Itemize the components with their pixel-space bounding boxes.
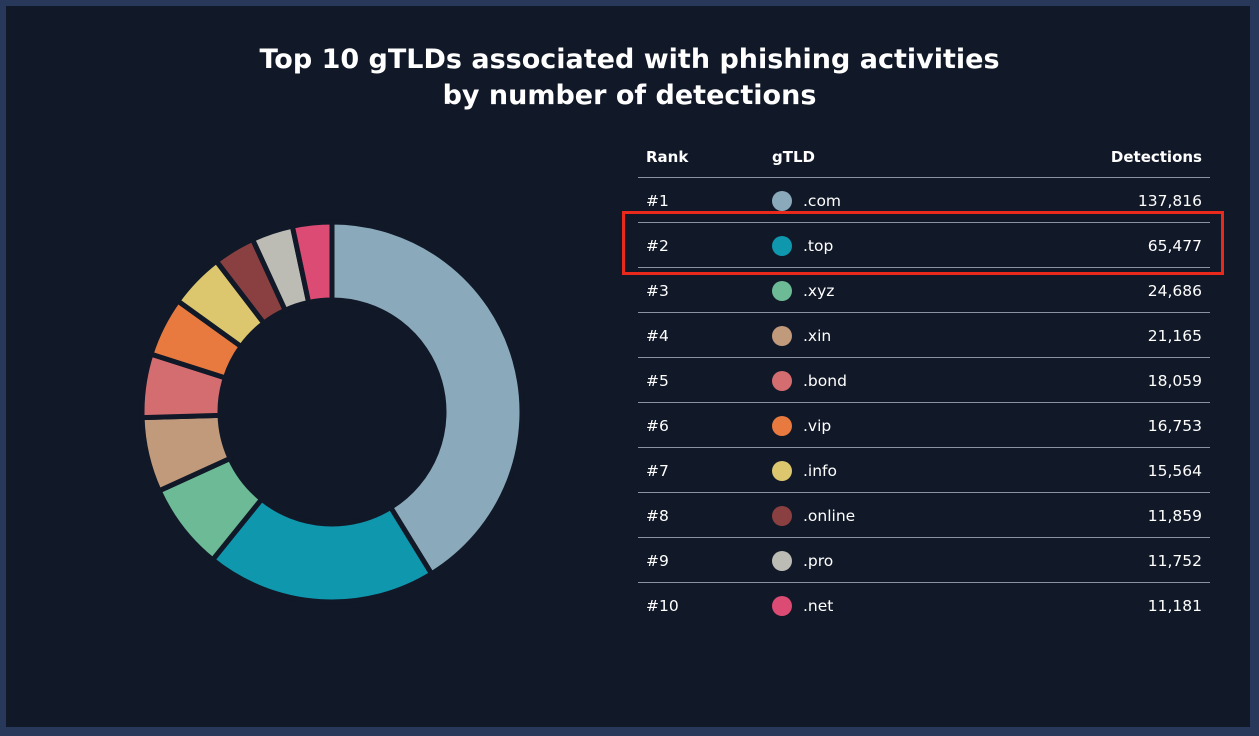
row-detections: 24,686	[1147, 282, 1202, 300]
legend-color-dot	[772, 236, 792, 256]
legend-color-dot	[772, 596, 792, 616]
table-row: #6 .vip 16,753	[638, 403, 1210, 448]
legend-color-dot	[772, 191, 792, 211]
row-detections: 65,477	[1147, 237, 1202, 255]
table-row: #4 .xin 21,165	[638, 313, 1210, 358]
row-rank: #5	[646, 372, 669, 390]
row-gtld: .net	[803, 597, 834, 615]
row-rank: #2	[646, 237, 669, 255]
table-row: #1 .com 137,816	[638, 178, 1210, 223]
table-row: #7 .info 15,564	[638, 448, 1210, 493]
row-gtld: .xyz	[803, 282, 835, 300]
table-header: Rank gTLD Detections	[638, 133, 1210, 178]
table-row: #2 .top 65,477	[638, 223, 1210, 268]
legend-color-dot	[772, 461, 792, 481]
legend-color-dot	[772, 371, 792, 391]
chart-title-line-1: Top 10 gTLDs associated with phishing ac…	[259, 44, 1000, 75]
row-gtld: .com	[803, 192, 842, 210]
header-rank: Rank	[646, 148, 689, 166]
legend-color-dot	[772, 551, 792, 571]
row-gtld: .info	[803, 462, 837, 480]
row-gtld: .xin	[803, 327, 832, 345]
legend-color-dot	[772, 281, 792, 301]
row-gtld: .top	[803, 237, 834, 255]
row-rank: #8	[646, 507, 669, 525]
chart-title: Top 10 gTLDs associated with phishing ac…	[0, 42, 1259, 114]
row-gtld: .vip	[803, 417, 832, 435]
row-detections: 11,181	[1147, 597, 1202, 615]
row-gtld: .pro	[803, 552, 834, 570]
table-row: #5 .bond 18,059	[638, 358, 1210, 403]
highlight-box	[622, 211, 1224, 275]
table-row: #3 .xyz 24,686	[638, 268, 1210, 313]
legend-color-dot	[772, 506, 792, 526]
row-rank: #7	[646, 462, 669, 480]
row-rank: #1	[646, 192, 669, 210]
row-gtld: .online	[803, 507, 856, 525]
row-rank: #9	[646, 552, 669, 570]
donut-slice-com	[329, 219, 525, 577]
donut-slice-net	[289, 219, 335, 305]
table-row: #9 .pro 11,752	[638, 538, 1210, 583]
row-detections: 21,165	[1147, 327, 1202, 345]
row-detections: 16,753	[1147, 417, 1202, 435]
row-detections: 11,859	[1147, 507, 1202, 525]
chart-title-line-2: by number of detections	[442, 80, 817, 111]
donut-slice-top	[210, 496, 435, 605]
row-detections: 15,564	[1147, 462, 1202, 480]
legend-color-dot	[772, 326, 792, 346]
row-detections: 137,816	[1137, 192, 1202, 210]
row-rank: #10	[646, 597, 679, 615]
row-gtld: .bond	[803, 372, 847, 390]
row-detections: 11,752	[1147, 552, 1202, 570]
header-detections: Detections	[1110, 148, 1202, 166]
row-rank: #3	[646, 282, 669, 300]
legend-color-dot	[772, 416, 792, 436]
detections-table: Rank gTLD Detections #1 .com 137,816 #2 .top…	[638, 133, 1210, 627]
row-detections: 18,059	[1147, 372, 1202, 390]
table-row: #10 .net 11,181	[638, 583, 1210, 627]
header-gtld: gTLD	[772, 148, 815, 166]
table-row: #8 .online 11,859	[638, 493, 1210, 538]
row-rank: #4	[646, 327, 669, 345]
row-rank: #6	[646, 417, 669, 435]
